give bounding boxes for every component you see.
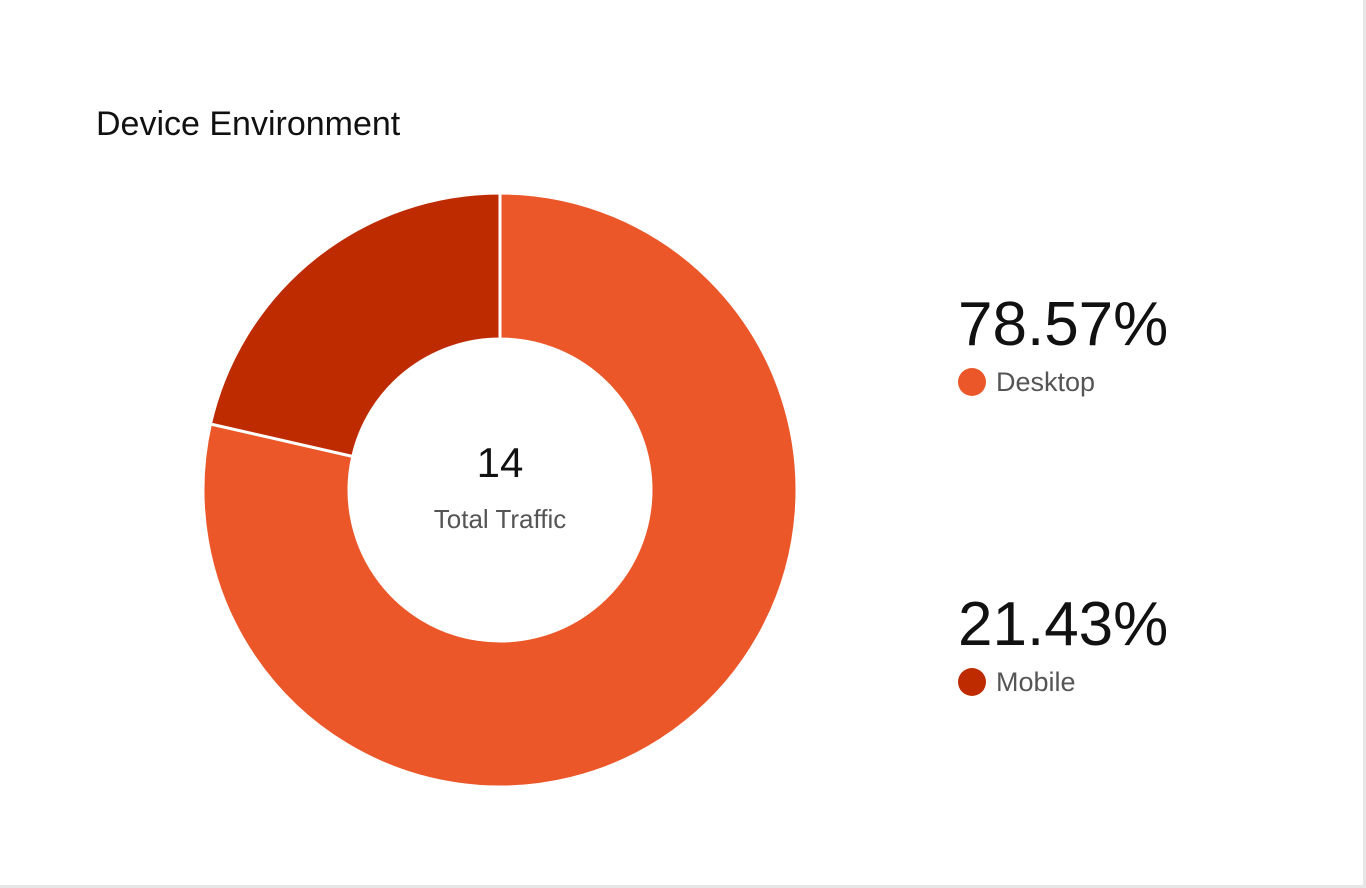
legend-swatch-desktop (958, 368, 986, 396)
donut-slice-desktop[interactable] (201, 191, 799, 789)
donut-slice-mobile[interactable] (208, 191, 502, 459)
legend-swatch-mobile (958, 668, 986, 696)
legend-item-mobile: 21.43% Mobile (958, 590, 1318, 698)
total-traffic-value: 14 (476, 439, 524, 486)
legend-label-mobile: Mobile (996, 667, 1076, 697)
legend-item-desktop: 78.57% Desktop (958, 290, 1318, 398)
donut-chart (201, 191, 799, 789)
legend-label-desktop: Desktop (996, 367, 1096, 397)
card-title: Device Environment (96, 105, 401, 143)
legend-value-mobile: 21.43% (958, 590, 1169, 659)
total-traffic-label: Total Traffic (433, 504, 567, 534)
legend-value-desktop: 78.57% (958, 290, 1169, 359)
